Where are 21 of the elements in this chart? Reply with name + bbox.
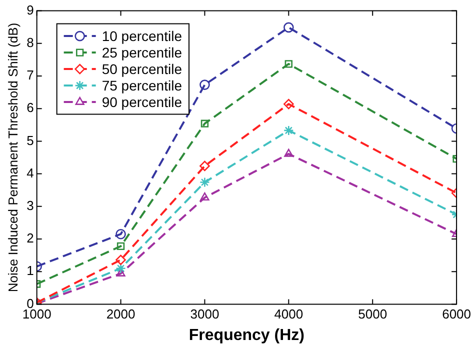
- y-axis-title: Noise Induced Permanent Threshold Shift (dB): [5, 22, 20, 292]
- y-tick-label: 1: [26, 263, 34, 278]
- legend-label: 10 percentile: [102, 28, 182, 44]
- y-tick-label: 4: [26, 165, 34, 180]
- y-tick-label: 5: [26, 132, 34, 148]
- x-tick-label: 2000: [106, 306, 136, 322]
- y-tick-label: 7: [26, 68, 34, 83]
- legend-label: 50 percentile: [102, 60, 182, 77]
- legend-label: 75 percentile: [102, 77, 182, 94]
- x-tick-label: 3000: [190, 306, 220, 322]
- x-axis-title: Frequency (Hz): [188, 326, 304, 344]
- legend-label: 90 percentile: [102, 94, 182, 110]
- y-tick-label: 6: [26, 100, 34, 116]
- y-tick-label: 9: [26, 2, 34, 18]
- x-tick-label: 5000: [358, 306, 388, 322]
- y-tick-label: 8: [26, 34, 34, 50]
- x-tick-label: 4000: [274, 306, 304, 322]
- y-tick-label: 2: [26, 230, 34, 246]
- x-tick-label: 6000: [442, 306, 471, 322]
- legend-label: 25 percentile: [102, 44, 182, 60]
- y-tick-label: 3: [26, 198, 34, 213]
